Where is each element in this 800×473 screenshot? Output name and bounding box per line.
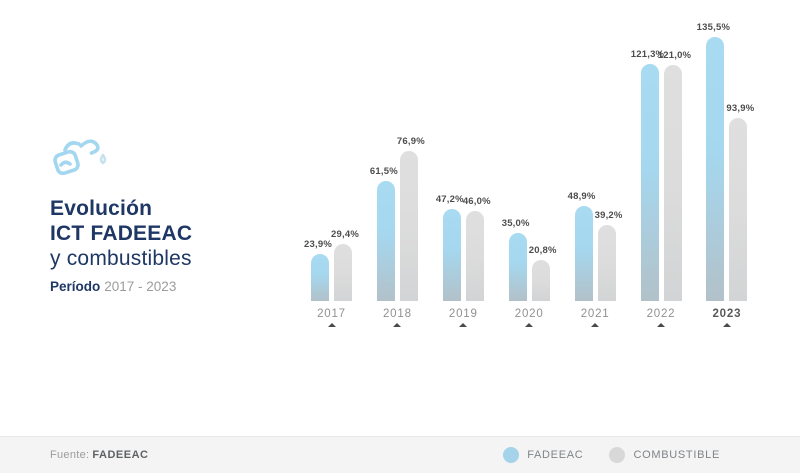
bar-column-combustible-2018: 76,9% bbox=[397, 136, 425, 301]
bar-group-2019: 47,2% 46,0% 2019 bbox=[436, 12, 491, 327]
legend-item-combustible: COMBUSTIBLE bbox=[609, 447, 720, 463]
legend-dot-icon bbox=[609, 447, 626, 463]
bar-value-label: 20,8% bbox=[528, 245, 557, 256]
bar-value-label: 61,5% bbox=[369, 166, 398, 177]
period-subtitle: Período 2017 - 2023 bbox=[50, 279, 290, 294]
bar-column-fadeeac-2018: 61,5% bbox=[370, 166, 398, 301]
bar-fadeeac-2017 bbox=[311, 254, 329, 301]
bar-value-label: 46,0% bbox=[462, 196, 491, 207]
bar-column-combustible-2017: 29,4% bbox=[331, 229, 359, 301]
bar-fadeeac-2018 bbox=[376, 181, 395, 301]
arrow-up-marker bbox=[459, 323, 468, 327]
bar-group-2018: 61,5% 76,9% 2018 bbox=[370, 12, 425, 327]
arrow-up-marker bbox=[657, 323, 665, 327]
bar-combustible-2023 bbox=[729, 118, 748, 301]
bar-column-fadeeac-2021: 48,9% bbox=[568, 191, 595, 301]
bar-column-fadeeac-2023: 135,5% bbox=[697, 22, 730, 301]
bar-value-label: 35,0% bbox=[501, 218, 530, 229]
bar-fadeeac-2022 bbox=[640, 64, 659, 301]
bar-pair: 135,5% 93,9% bbox=[697, 12, 754, 301]
bar-fadeeac-2021 bbox=[574, 206, 593, 301]
droplet-icon bbox=[99, 153, 107, 165]
bar-value-label: 29,4% bbox=[331, 229, 359, 240]
year-label-2020: 2020 bbox=[514, 308, 544, 320]
arrow-up-marker bbox=[525, 323, 534, 327]
bar-column-combustible-2023: 93,9% bbox=[726, 103, 754, 301]
legend-dot-icon bbox=[503, 447, 520, 463]
arrow-up-marker bbox=[327, 323, 336, 327]
bar-value-label: 48,9% bbox=[567, 191, 596, 202]
period-value: 2017 - 2023 bbox=[104, 279, 177, 294]
bar-value-label: 23,9% bbox=[304, 239, 332, 250]
bar-column-combustible-2019: 46,0% bbox=[463, 196, 491, 301]
bar-value-label: 135,5% bbox=[696, 22, 731, 33]
bar-group-2021: 48,9% 39,2% 2021 bbox=[568, 12, 622, 327]
bar-combustible-2022 bbox=[663, 65, 682, 301]
title-line-3: y combustibles bbox=[50, 247, 192, 270]
bar-column-combustible-2021: 39,2% bbox=[595, 210, 622, 301]
arrow-up-marker bbox=[393, 323, 402, 327]
source-value: FADEEAC bbox=[92, 449, 149, 461]
bar-value-label: 93,9% bbox=[726, 103, 755, 114]
legend-label: COMBUSTIBLE bbox=[633, 449, 720, 461]
year-label-2023: 2023 bbox=[712, 308, 742, 320]
chart-legend: FADEEAC COMBUSTIBLE bbox=[503, 447, 720, 463]
bar-combustible-2017 bbox=[334, 244, 352, 301]
bar-value-label: 121,3% bbox=[630, 49, 665, 60]
header: Evolución ICT FADEEAC y combustibles Per… bbox=[50, 136, 290, 294]
bar-combustible-2018 bbox=[399, 151, 418, 301]
year-label-2018: 2018 bbox=[382, 308, 412, 320]
bar-fadeeac-2023 bbox=[706, 37, 725, 301]
bar-pair: 35,0% 20,8% bbox=[502, 12, 556, 301]
bar-chart: 23,9% 29,4% 2017 61,5% 76,9% 2018 47,2% 46,0% 20… bbox=[290, 22, 780, 327]
arrow-up-marker bbox=[722, 323, 731, 327]
year-label-2022: 2022 bbox=[646, 308, 676, 320]
bar-group-2017: 23,9% 29,4% 2017 bbox=[304, 12, 359, 327]
year-label-2019: 2019 bbox=[448, 308, 478, 320]
bar-column-combustible-2022: 121,0% bbox=[658, 50, 691, 301]
bar-column-fadeeac-2022: 121,3% bbox=[631, 49, 664, 301]
period-label: Período bbox=[50, 279, 101, 294]
bar-combustible-2019 bbox=[465, 211, 484, 301]
footer-bar: Fuente: FADEEAC FADEEAC COMBUSTIBLE bbox=[0, 436, 800, 473]
bar-group-2022: 121,3% 121,0% 2022 bbox=[631, 12, 691, 327]
bar-fadeeac-2020 bbox=[508, 233, 527, 301]
source-note: Fuente: FADEEAC bbox=[50, 449, 148, 461]
year-label-2017: 2017 bbox=[317, 308, 346, 320]
bar-pair: 121,3% 121,0% bbox=[631, 12, 691, 301]
bar-column-fadeeac-2020: 35,0% bbox=[502, 218, 529, 301]
bar-value-label: 47,2% bbox=[435, 194, 464, 205]
bar-group-2023: 135,5% 93,9% 2023 bbox=[697, 12, 754, 327]
year-label-2021: 2021 bbox=[580, 308, 610, 320]
chart-title: Evolución ICT FADEEAC y combustibles bbox=[50, 196, 290, 271]
legend-item-fadeeac: FADEEAC bbox=[503, 447, 583, 463]
bar-value-label: 76,9% bbox=[396, 136, 425, 147]
bar-column-fadeeac-2019: 47,2% bbox=[436, 194, 464, 301]
bar-pair: 48,9% 39,2% bbox=[568, 12, 622, 301]
bar-pair: 23,9% 29,4% bbox=[304, 12, 359, 301]
bar-pair: 47,2% 46,0% bbox=[436, 12, 491, 301]
bar-combustible-2021 bbox=[597, 225, 616, 301]
source-label: Fuente: bbox=[50, 449, 90, 461]
legend-label: FADEEAC bbox=[527, 449, 584, 461]
bar-value-label: 39,2% bbox=[594, 210, 623, 221]
title-line-2: ICT FADEEAC bbox=[50, 222, 193, 245]
bar-combustible-2020 bbox=[531, 260, 550, 301]
arrow-up-marker bbox=[591, 323, 600, 327]
bar-group-2020: 35,0% 20,8% 2020 bbox=[502, 12, 556, 327]
bar-column-combustible-2020: 20,8% bbox=[529, 245, 556, 301]
fuel-nozzle-icon bbox=[53, 139, 107, 176]
title-line-1: Evolución bbox=[50, 197, 153, 220]
bar-column-fadeeac-2017: 23,9% bbox=[304, 239, 332, 301]
bar-value-label: 121,0% bbox=[657, 50, 692, 61]
bar-fadeeac-2019 bbox=[442, 209, 461, 301]
bar-pair: 61,5% 76,9% bbox=[370, 12, 425, 301]
